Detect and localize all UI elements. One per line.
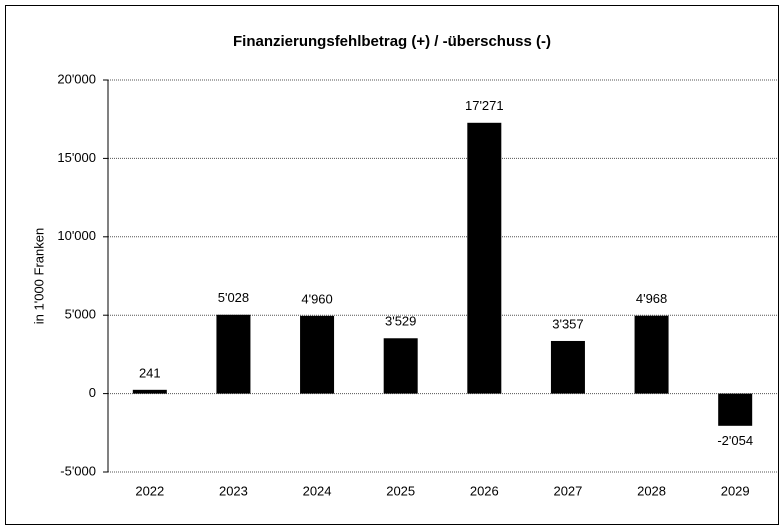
chart-frame [5,5,779,525]
y-tick-label: 10'000 [57,228,96,243]
bar [718,393,753,426]
y-tick-label: 20'000 [57,71,96,86]
chart-title: Finanzierungsfehlbetrag (+) / -überschus… [233,33,551,50]
bar [550,340,585,394]
bar [383,338,418,394]
data-label: 3'357 [552,316,583,331]
y-axis-label: in 1'000 Franken [31,228,46,324]
bar [132,389,167,394]
x-tick-label: 2023 [219,483,248,498]
data-label: 241 [139,365,161,380]
x-tick-label: 2026 [470,483,499,498]
x-tick-label: 2024 [303,483,332,498]
data-label: 5'028 [218,290,249,305]
data-label: -2'054 [717,433,753,448]
bar [634,315,669,394]
data-label: 3'529 [385,314,416,329]
x-tick-label: 2028 [637,483,666,498]
y-tick-label: 5'000 [65,307,96,322]
x-tick-label: 2025 [386,483,415,498]
y-tick-label: 0 [89,385,96,400]
bar [216,314,251,394]
data-label: 4'968 [636,291,667,306]
data-label: 17'271 [465,98,504,113]
x-tick-label: 2022 [135,483,164,498]
data-label: 4'960 [301,291,332,306]
x-tick-label: 2029 [721,483,750,498]
y-tick-label: -5'000 [60,463,96,478]
x-tick-label: 2027 [553,483,582,498]
y-tick-label: 15'000 [57,150,96,165]
bar [467,122,502,394]
bar [300,315,335,394]
